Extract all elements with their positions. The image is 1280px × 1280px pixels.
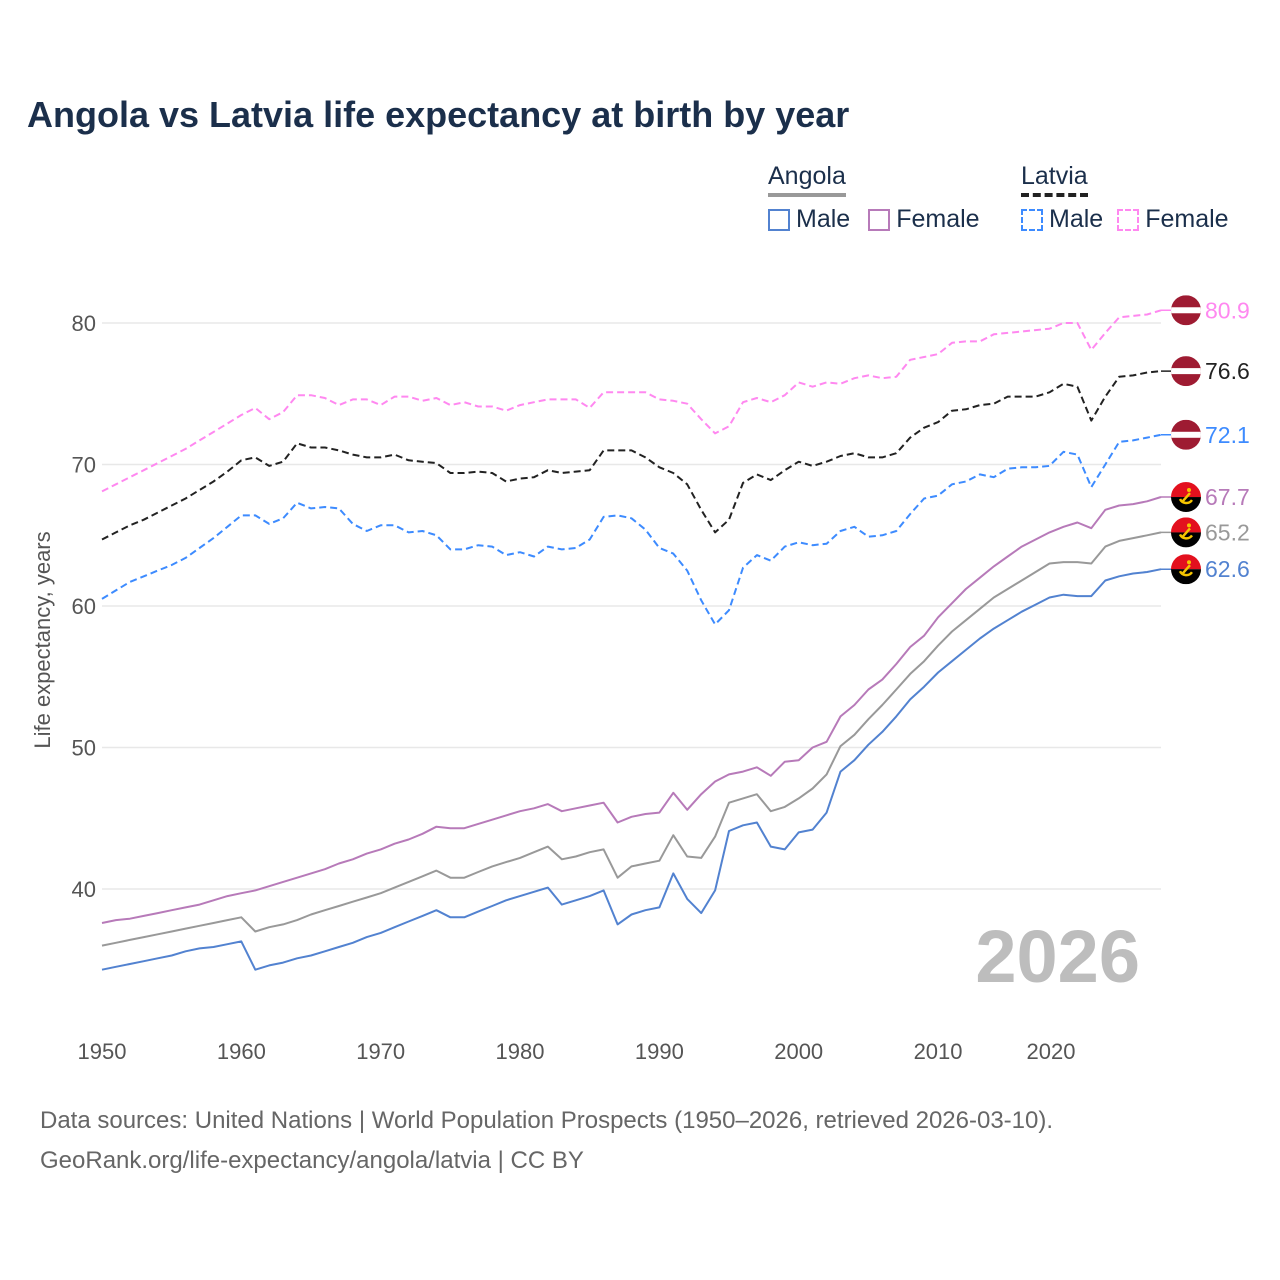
series-line-latvia-male[interactable] bbox=[101, 433, 1162, 626]
x-tick-label: 1960 bbox=[217, 1039, 266, 1064]
legend-label: Male bbox=[796, 205, 851, 233]
legend-latvia-female[interactable]: Female bbox=[1117, 205, 1229, 234]
legend-label: Male bbox=[1049, 205, 1104, 233]
x-tick-label: 2010 bbox=[914, 1039, 963, 1064]
x-tick-label: 1950 bbox=[78, 1039, 127, 1064]
x-tick-label: 2000 bbox=[774, 1039, 823, 1064]
latvia-flag-icon bbox=[1171, 295, 1201, 326]
end-value-label: 67.7 bbox=[1205, 484, 1250, 510]
series-line-angola-total[interactable] bbox=[101, 531, 1162, 947]
x-tick-label: 1970 bbox=[356, 1039, 405, 1064]
y-tick-label: 50 bbox=[72, 736, 96, 761]
x-tick-label: 1980 bbox=[496, 1039, 545, 1064]
end-value-label: 62.6 bbox=[1205, 556, 1250, 582]
x-tick-label: 2020 bbox=[1027, 1039, 1076, 1064]
legend-label: Female bbox=[1145, 205, 1229, 233]
series-line-latvia-total[interactable] bbox=[101, 370, 1162, 541]
legend-latvia-male[interactable]: Male bbox=[1021, 205, 1103, 234]
end-value-label: 80.9 bbox=[1205, 297, 1250, 323]
y-tick-label: 70 bbox=[72, 453, 96, 478]
end-value-label: 65.2 bbox=[1205, 519, 1250, 545]
y-axis-label: Life expectancy, years bbox=[30, 531, 55, 748]
series-line-angola-male[interactable] bbox=[101, 568, 1162, 971]
end-value-label: 72.1 bbox=[1205, 422, 1250, 448]
footer-sources: Data sources: United Nations | World Pop… bbox=[40, 1107, 1054, 1134]
x-tick-label: 1990 bbox=[635, 1039, 684, 1064]
angola-flag-icon bbox=[1171, 554, 1201, 585]
year-watermark: 2026 bbox=[975, 915, 1140, 998]
series-line-angola-female[interactable] bbox=[101, 496, 1162, 924]
legend-angola-male[interactable]: Male bbox=[768, 205, 850, 234]
latvia-flag-icon bbox=[1171, 419, 1201, 450]
footer-link[interactable]: GeoRank.org/life-expectancy/angola/latvi… bbox=[40, 1147, 584, 1174]
legend-swatch-latvia-male bbox=[1021, 208, 1043, 231]
legend-label: Female bbox=[896, 205, 980, 233]
legend-swatch-angola-female bbox=[868, 208, 891, 231]
latvia-flag-icon bbox=[1171, 356, 1201, 387]
legend-angola-title: Angola bbox=[768, 162, 846, 197]
legend-latvia: Latvia Male Female bbox=[1021, 162, 1229, 234]
legend-angola: Angola Male Female bbox=[768, 162, 980, 234]
y-tick-label: 60 bbox=[72, 594, 96, 619]
chart-title: Angola vs Latvia life expectancy at birt… bbox=[27, 94, 850, 135]
series-line-latvia-female[interactable] bbox=[101, 309, 1162, 493]
y-tick-label: 80 bbox=[72, 311, 96, 336]
angola-flag-icon bbox=[1171, 482, 1201, 513]
legend-swatch-latvia-female bbox=[1117, 208, 1140, 231]
legend-swatch-angola-male bbox=[768, 208, 790, 231]
end-value-label: 76.6 bbox=[1205, 358, 1250, 384]
angola-flag-icon bbox=[1171, 517, 1201, 548]
y-tick-label: 40 bbox=[72, 877, 96, 902]
legend-angola-female[interactable]: Female bbox=[868, 205, 980, 234]
legend-latvia-title: Latvia bbox=[1021, 162, 1088, 197]
